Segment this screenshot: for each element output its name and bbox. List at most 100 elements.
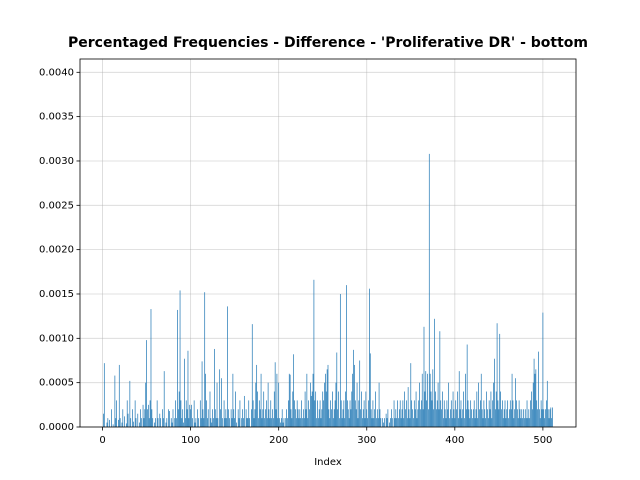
bar — [328, 409, 330, 427]
bar — [531, 391, 532, 427]
bar — [521, 409, 523, 427]
y-tick-label: 0.0030 — [39, 156, 74, 167]
bar — [531, 409, 533, 427]
bar — [406, 400, 407, 427]
bar — [391, 409, 392, 427]
bar — [506, 409, 508, 427]
bar — [316, 418, 317, 427]
bar — [373, 418, 375, 427]
bar — [288, 373, 290, 427]
bar — [266, 418, 268, 427]
bar — [379, 409, 381, 427]
bar — [126, 400, 128, 427]
x-tick-label: 100 — [181, 435, 200, 446]
bar — [229, 418, 230, 427]
bar — [315, 391, 317, 427]
bar — [169, 411, 170, 427]
bar — [213, 418, 214, 427]
bar — [422, 409, 424, 427]
bar — [526, 400, 528, 427]
bar — [281, 409, 283, 427]
bar — [369, 288, 370, 427]
bar — [301, 400, 302, 427]
bar — [385, 413, 387, 427]
bar — [437, 382, 439, 427]
bar — [508, 418, 509, 427]
x-tick-label: 0 — [99, 435, 105, 446]
bar — [134, 400, 136, 427]
bar — [306, 373, 308, 427]
bar — [303, 418, 305, 427]
bar — [361, 418, 363, 427]
bar — [294, 400, 295, 427]
bar — [404, 391, 405, 427]
bar — [524, 418, 525, 427]
bar — [359, 360, 361, 427]
bar — [221, 378, 222, 427]
bar — [494, 409, 496, 427]
bar — [140, 409, 141, 427]
bar — [433, 409, 435, 427]
bar — [518, 400, 520, 427]
bar — [146, 340, 147, 427]
bar — [236, 422, 237, 427]
x-tick-label: 200 — [269, 435, 288, 446]
bar — [254, 409, 256, 427]
bar — [549, 409, 551, 427]
bar — [266, 400, 267, 427]
bar — [132, 409, 133, 427]
bar — [133, 421, 134, 427]
bar — [289, 374, 291, 427]
bar — [403, 418, 405, 427]
bar — [485, 418, 486, 427]
bar — [490, 391, 492, 427]
bar — [186, 409, 188, 427]
bar — [478, 382, 479, 427]
bar — [529, 418, 531, 427]
bar — [336, 352, 338, 427]
x-tick-label: 400 — [445, 435, 464, 446]
bar — [150, 309, 152, 427]
bar — [228, 409, 229, 427]
bar — [421, 373, 423, 427]
bar — [272, 409, 273, 427]
bar — [465, 373, 466, 427]
bar — [376, 409, 378, 427]
bar — [242, 409, 243, 427]
bar — [449, 418, 450, 427]
bar — [314, 400, 316, 427]
bar — [515, 378, 516, 427]
bar — [170, 418, 172, 427]
bar — [207, 409, 209, 427]
bar — [511, 373, 513, 427]
bar — [473, 400, 475, 427]
bar — [193, 400, 195, 427]
bar — [477, 418, 479, 427]
bar — [356, 382, 358, 427]
bar — [317, 418, 319, 427]
bar — [280, 422, 281, 427]
bar — [276, 373, 278, 427]
bar — [287, 418, 288, 427]
bar — [450, 409, 451, 427]
bar — [380, 418, 382, 427]
bar — [538, 351, 539, 427]
bar — [257, 391, 258, 427]
bar — [378, 382, 380, 427]
bar — [489, 409, 491, 427]
bar — [335, 382, 337, 427]
bar — [371, 418, 373, 427]
bar — [180, 400, 182, 427]
bar — [454, 418, 456, 427]
bar — [125, 423, 127, 427]
bar — [165, 422, 167, 427]
bar — [533, 358, 535, 427]
bar — [461, 418, 463, 427]
bar — [269, 418, 271, 427]
bar — [455, 400, 457, 427]
bar — [376, 418, 377, 427]
bar — [401, 409, 403, 427]
bar — [293, 354, 295, 427]
bar — [332, 391, 333, 427]
bar — [499, 333, 501, 427]
